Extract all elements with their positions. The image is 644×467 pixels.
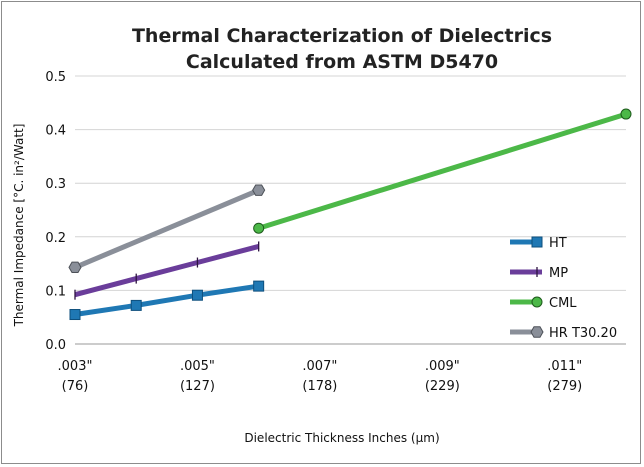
series-mp: [74, 241, 260, 300]
y-tick-label: 0.5: [45, 70, 66, 85]
x-tick-label-um: (229): [425, 379, 460, 394]
series-cml: [253, 108, 632, 234]
legend-label: MP: [549, 266, 568, 281]
y-tick-label: 0.0: [45, 338, 66, 353]
y-tick-label: 0.4: [45, 124, 66, 139]
x-axis: .003" (76) .005" (127) .007" (178) .009" (229).…: [58, 343, 626, 394]
legend-label: HR T30.20: [549, 326, 617, 341]
data-point: [620, 108, 632, 120]
y-tick-label: 0.1: [45, 284, 66, 299]
series-line: [74, 187, 260, 270]
x-tick-label-um: (279): [547, 379, 582, 394]
data-point: [253, 222, 265, 234]
x-tick-label-um: (127): [180, 379, 215, 394]
legend-label: CML: [549, 296, 577, 311]
x-tick-label-inch: .011": [547, 359, 582, 374]
x-tick-label-um: (178): [302, 379, 337, 394]
legend-swatch-marker: [531, 296, 543, 308]
legend-item: HR T30.20: [510, 326, 617, 341]
data-point: [68, 261, 82, 274]
legend-swatch-marker: [530, 326, 544, 338]
data-point: [252, 184, 266, 196]
series-line: [74, 283, 260, 317]
x-tick-label-inch: .003": [58, 359, 93, 374]
data-point: [191, 289, 203, 301]
data-point: [253, 280, 265, 292]
x-tick-label-inch: .007": [302, 359, 337, 374]
legend-item: HT: [510, 236, 567, 251]
series-line: [257, 111, 627, 231]
x-tick-label-um: (76): [62, 379, 89, 394]
series-line: [74, 243, 260, 298]
series-ht: [69, 280, 265, 321]
series-layer: [68, 108, 632, 321]
legend-item: CML: [510, 296, 577, 311]
x-tick-label-inch: .009": [425, 359, 460, 374]
y-axis-title: Thermal Impedance [°C. in²/Watt]: [12, 124, 26, 328]
chart-title-line-1: Thermal Characterization of Dielectrics: [132, 25, 552, 47]
data-point: [69, 309, 81, 321]
y-tick-label: 0.2: [45, 231, 66, 246]
chart-title-line-2: Calculated from ASTM D5470: [186, 51, 498, 73]
y-tick-label: 0.3: [45, 177, 66, 192]
legend-swatch-marker: [531, 236, 543, 248]
legend-label: HT: [549, 236, 567, 251]
legend: HT MP CML HR T30.20: [510, 236, 617, 341]
x-tick-label-inch: .005": [180, 359, 215, 374]
legend-item: MP: [510, 266, 568, 281]
y-axis: 0.0 0.1 0.2 0.3 0.4 0.5: [45, 70, 66, 353]
x-axis-title: Dielectric Thickness Inches (µm): [244, 431, 439, 445]
series-hr-t30-20: [68, 184, 266, 274]
data-point: [130, 299, 142, 311]
